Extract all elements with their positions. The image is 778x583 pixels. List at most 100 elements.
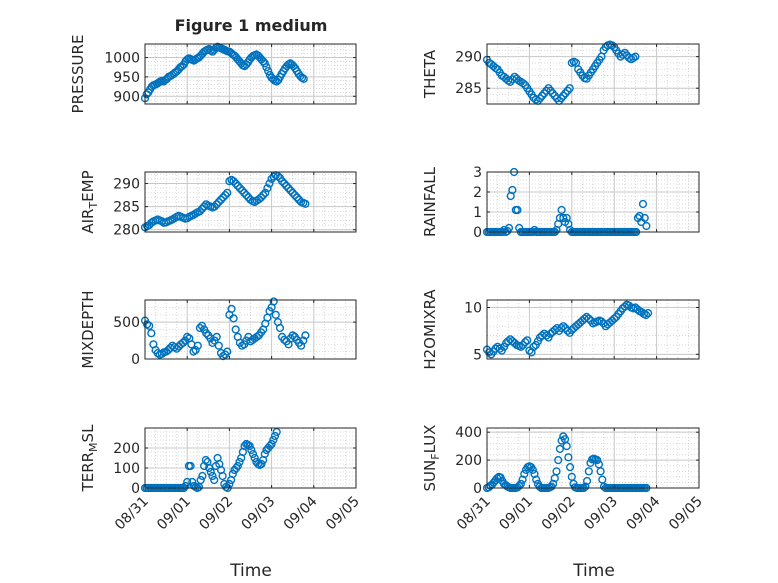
data-point [273, 172, 283, 181]
data-point [216, 195, 226, 204]
data-point [555, 444, 565, 454]
data-point [292, 193, 302, 202]
y-tick-label: 285 [455, 81, 482, 97]
data-points-h2omixra [482, 300, 653, 359]
y-tick-label: 0 [131, 481, 140, 497]
data-point [271, 310, 280, 319]
data-points-mixdepth [140, 297, 310, 361]
data-point [299, 74, 308, 83]
data-point [542, 331, 551, 340]
data-point [206, 467, 215, 477]
x-axis-label-right: Time [572, 561, 615, 581]
data-point [265, 441, 275, 451]
data-point [269, 297, 278, 306]
data-point [288, 331, 297, 340]
data-point [554, 456, 563, 465]
data-point [262, 63, 271, 72]
data-point [530, 469, 539, 479]
data-point [290, 191, 299, 200]
data-point [643, 309, 653, 318]
data-point [229, 314, 238, 323]
data-points-pressure [140, 42, 308, 103]
data-point [499, 225, 509, 235]
data-point [235, 457, 244, 467]
y-tick-label: 3 [473, 165, 482, 181]
data-point [640, 213, 649, 223]
data-point [565, 463, 575, 472]
data-point [557, 324, 566, 333]
figure-title: Figure 1 medium [175, 16, 328, 35]
data-point [212, 332, 221, 342]
data-point [259, 191, 268, 200]
data-point [147, 329, 156, 338]
y-tick-label: 200 [455, 453, 482, 469]
data-point [238, 186, 247, 195]
y-tick-label: 5 [473, 347, 482, 363]
data-points-theta [482, 40, 640, 105]
data-point [257, 459, 266, 469]
y-axis-label: H2OMIXRA [421, 289, 439, 370]
data-point [145, 321, 154, 330]
data-point [233, 461, 242, 471]
data-point [520, 469, 529, 479]
x-tick-label: 09/05 [323, 494, 363, 534]
y-axis-label: RAINFALL [421, 166, 439, 237]
y-axis-label: MIXDEPTH [79, 290, 97, 368]
data-point [559, 322, 568, 331]
data-point [247, 445, 256, 455]
data-point [584, 314, 593, 323]
data-point [286, 186, 295, 195]
data-point [212, 200, 221, 209]
y-tick-label: 1 [473, 205, 482, 221]
data-point [223, 347, 232, 356]
x-tick-label: 09/04 [624, 493, 664, 533]
minor-grid [145, 428, 356, 488]
y-tick-label: 0 [473, 481, 482, 497]
axes-box [144, 171, 357, 233]
data-point [195, 323, 205, 333]
subplot-mixdepth: 0 500 MIXDEPTH [79, 290, 357, 369]
data-point [529, 342, 538, 351]
data-point [265, 179, 274, 188]
data-point [245, 441, 254, 451]
data-point [607, 41, 617, 50]
axes-box [486, 427, 700, 489]
y-axis-label: THETA [421, 49, 439, 99]
data-point [250, 453, 259, 463]
data-point [301, 331, 310, 340]
data-point [267, 439, 276, 449]
y-tick-label: 0 [473, 225, 482, 241]
data-point [254, 195, 264, 204]
data-point [564, 453, 573, 462]
data-points-air_temp [140, 171, 310, 232]
x-axis-label-left: Time [229, 561, 272, 581]
data-point [229, 177, 238, 186]
y-axis-label: AIRTEMP [79, 170, 100, 233]
y-tick-label: 290 [113, 177, 140, 193]
y-axis-label: PRESSURE [69, 35, 87, 114]
x-tick-label: 09/01 [154, 494, 194, 534]
y-tick-label: 500 [113, 315, 140, 331]
y-tick-label: 1000 [104, 51, 140, 67]
axes-box [144, 43, 357, 105]
y-tick-label: 100 [113, 461, 140, 477]
data-point [208, 338, 217, 347]
data-point [210, 202, 219, 211]
data-point [172, 344, 181, 353]
data-point [231, 179, 240, 188]
data-point [272, 427, 281, 437]
x-tick-label: 08/31 [112, 494, 152, 534]
data-point [638, 199, 648, 209]
x-tick-label: 09/03 [581, 494, 621, 534]
x-tick-label: 09/02 [196, 494, 236, 534]
data-point [284, 184, 293, 193]
y-tick-label: 900 [113, 89, 140, 105]
y-axis-label: SUNFLUX [421, 425, 442, 492]
data-point [513, 205, 522, 215]
data-point [299, 336, 308, 345]
major-grid [487, 172, 699, 232]
x-tick-label: 09/05 [666, 494, 706, 534]
data-point [240, 188, 249, 197]
data-point [516, 479, 526, 488]
data-point [260, 59, 269, 68]
